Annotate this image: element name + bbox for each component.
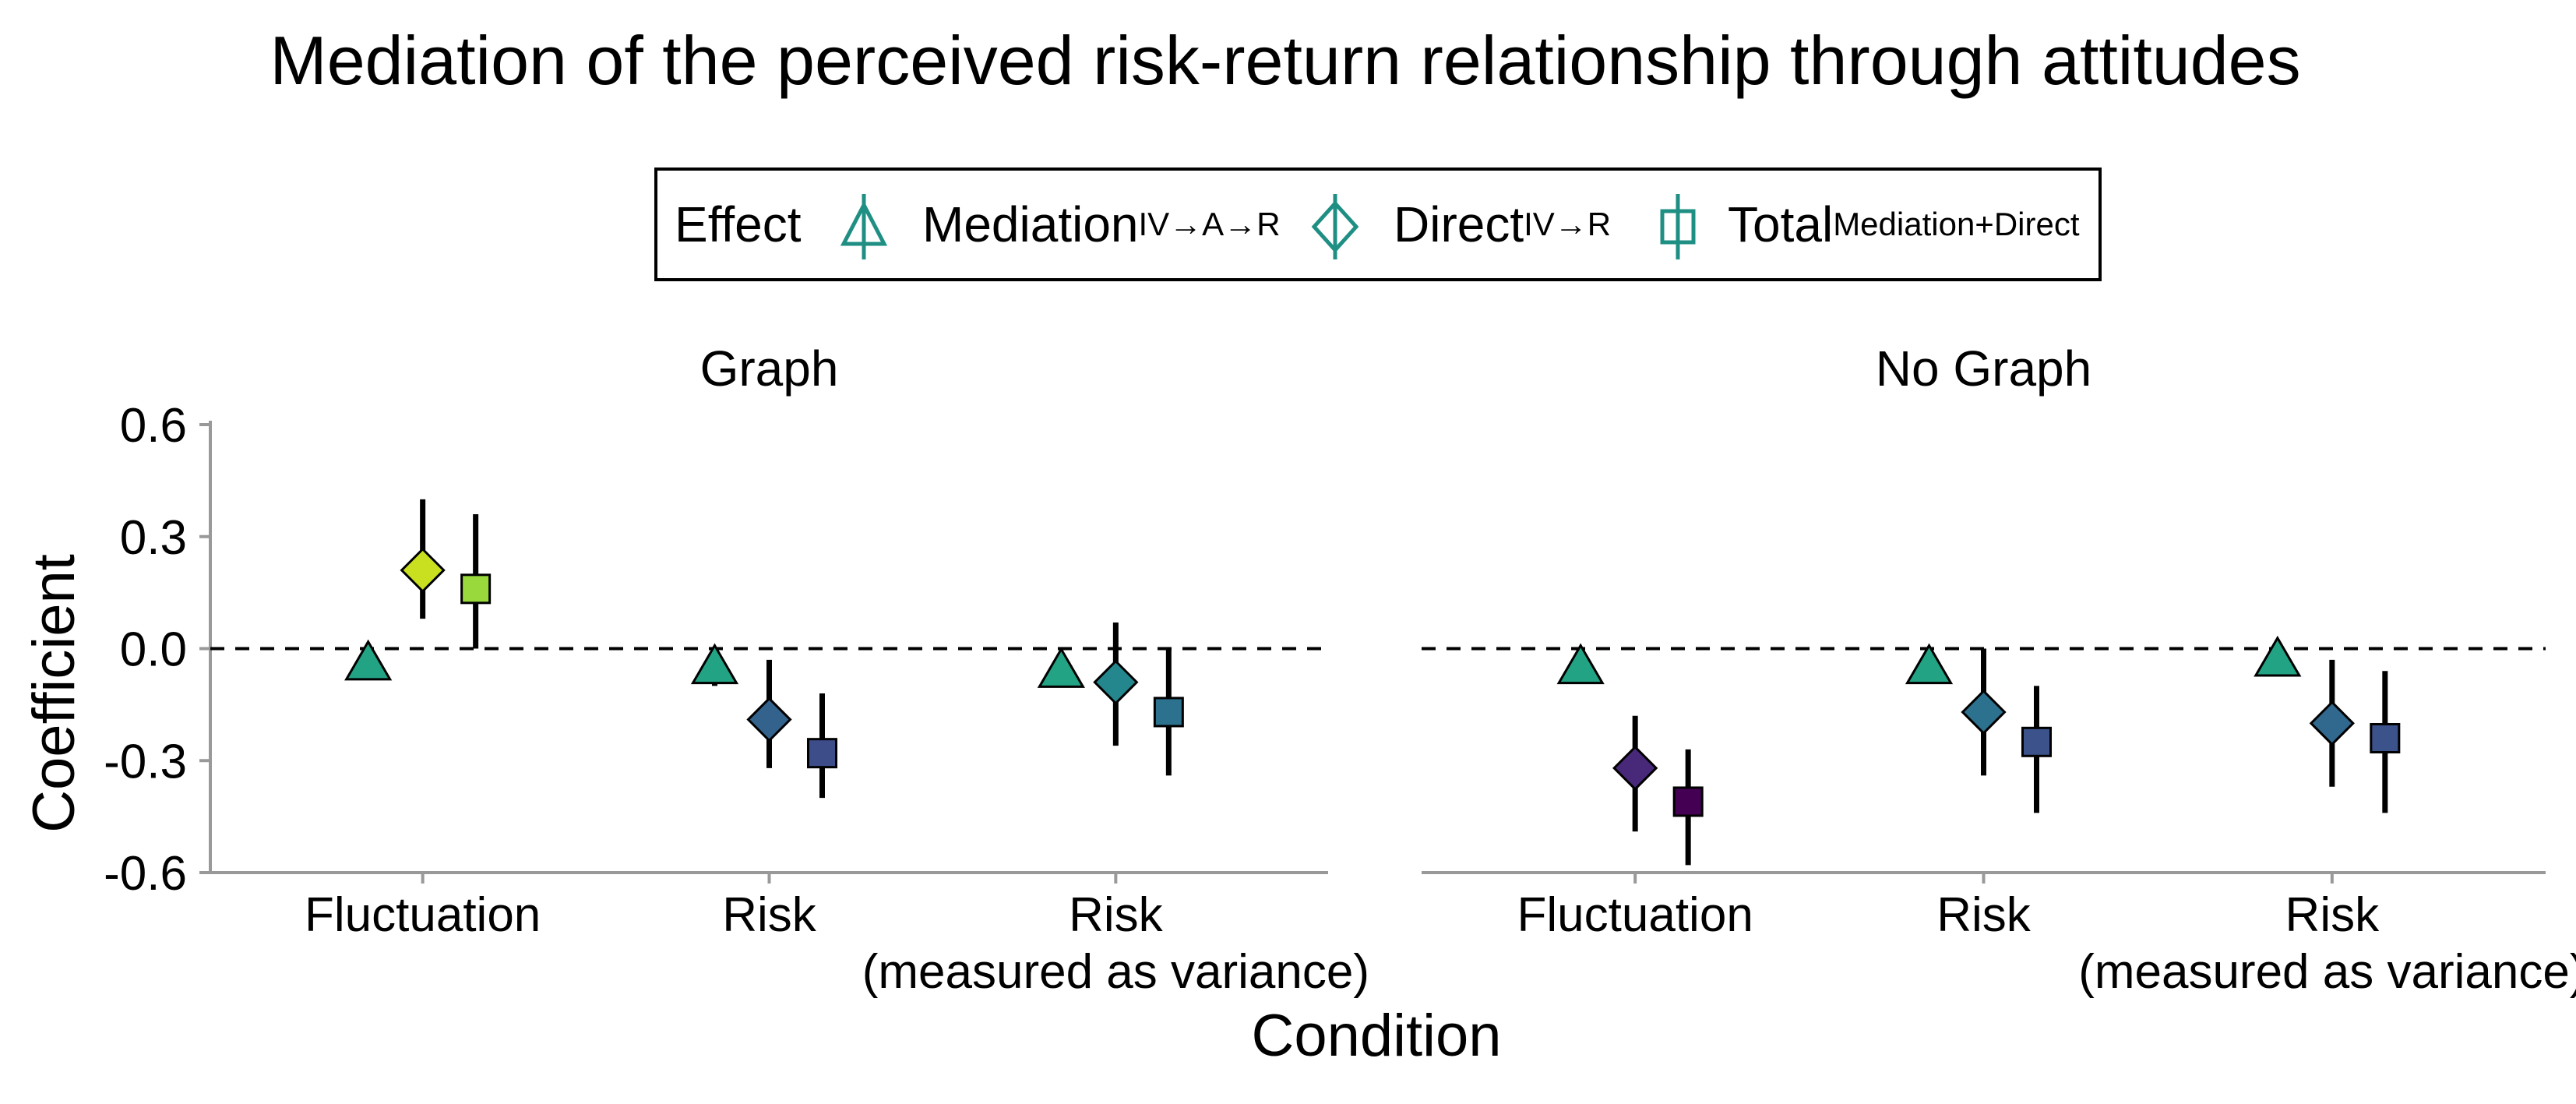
mediation-point xyxy=(1556,643,1605,685)
total-point xyxy=(2370,723,2401,753)
mediation-point xyxy=(1905,643,1954,685)
legend-item-mediation: Mediation IV→A→R xyxy=(922,171,1281,278)
x-tick-label: Fluctuation xyxy=(1517,888,1753,942)
x-tick-label: Risk xyxy=(2285,888,2380,942)
total-point xyxy=(1153,697,1184,728)
plot-layer: 0.6 0.3 0.0 -0.3 -0.6 Graph Fluctuation Risk Ris… xyxy=(104,340,2576,999)
mediation-point xyxy=(1037,647,1085,688)
legend-label-direct: Direct xyxy=(1394,196,1524,252)
legend-title: Effect xyxy=(675,196,802,252)
legend-item-direct: Direct IV→R xyxy=(1394,171,1611,278)
y-tick-label: 0.3 xyxy=(120,511,187,565)
mediation-point xyxy=(690,643,739,685)
legend-item-total: Total Mediation+Direct xyxy=(1728,171,2080,278)
legend-label-total: Total xyxy=(1728,196,1834,252)
x-tick-label: Risk xyxy=(722,888,817,942)
direct-point xyxy=(1093,659,1139,705)
direct-point xyxy=(746,697,792,742)
legend: Effect Mediation IV→A→R Direct IV→R Total M… xyxy=(654,168,2102,281)
legend-label-mediation: Mediation xyxy=(922,196,1139,252)
panel-label: No Graph xyxy=(1876,340,2091,397)
y-tick-label: 0.0 xyxy=(120,623,187,677)
chart-title: Mediation of the perceived risk-return r… xyxy=(270,22,2300,99)
total-point xyxy=(807,738,837,769)
y-tick-label: -0.3 xyxy=(104,735,187,788)
mediation-point xyxy=(2254,635,2302,677)
total-point xyxy=(1672,786,1704,817)
legend-sub-total: Mediation+Direct xyxy=(1833,206,2080,242)
y-tick-label: 0.6 xyxy=(120,399,187,453)
direct-point xyxy=(1961,689,2007,735)
y-axis-title: Coefficient xyxy=(21,554,87,833)
y-tick-label: -0.6 xyxy=(104,847,187,901)
mediation-point xyxy=(344,639,393,681)
total-point xyxy=(460,573,492,605)
x-axis-title: Condition xyxy=(1251,1003,1501,1069)
legend-diamond-icon xyxy=(1311,194,1359,259)
x-tick-label: Risk xyxy=(1069,888,1164,942)
x-tick-label-line2: (measured as variance) xyxy=(2078,945,2576,999)
direct-point xyxy=(400,547,446,593)
legend-sub-mediation: IV→A→R xyxy=(1138,206,1281,242)
legend-square-icon xyxy=(1660,194,1696,259)
legend-sub-direct: IV→R xyxy=(1524,206,1612,242)
direct-point xyxy=(1612,745,1658,791)
x-tick-label-line2: (measured as variance) xyxy=(862,945,1369,999)
x-tick-label: Risk xyxy=(1936,888,2032,942)
x-tick-label: Fluctuation xyxy=(305,888,541,942)
legend-triangle-icon xyxy=(840,194,888,259)
total-point xyxy=(2021,726,2052,757)
panel-label: Graph xyxy=(700,340,839,397)
direct-point xyxy=(2309,700,2355,746)
